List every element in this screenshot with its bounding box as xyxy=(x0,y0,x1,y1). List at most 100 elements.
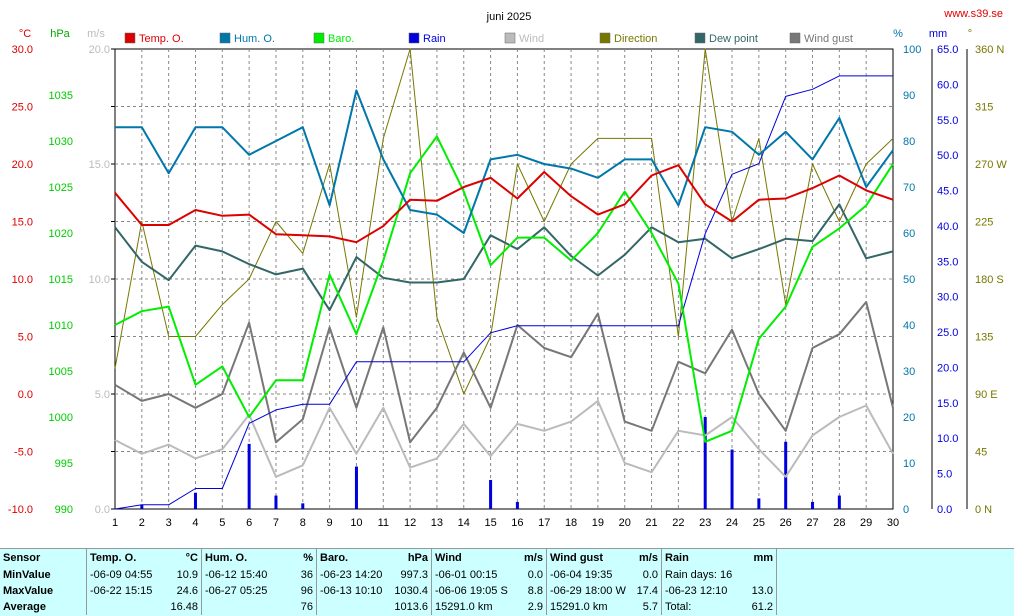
stats-row-label: MinValue xyxy=(0,567,87,583)
rain-bar xyxy=(301,503,304,509)
rain-tick-label: 25.0 xyxy=(937,327,958,339)
rain-bar xyxy=(489,480,492,509)
rain-tick-label: 65.0 xyxy=(937,44,958,56)
rain-tick-label: 35.0 xyxy=(937,256,958,268)
x-tick-label: 8 xyxy=(300,517,306,529)
temp-tick-label: 5.0 xyxy=(18,332,33,344)
rain-tick-label: 50.0 xyxy=(937,150,958,162)
x-tick-label: 6 xyxy=(246,517,252,529)
x-tick-label: 10 xyxy=(350,517,362,529)
hum-axis-unit: % xyxy=(893,28,903,40)
stats-hum-avg: 76 xyxy=(202,599,317,615)
stats-header-wind: Wind m/s xyxy=(432,549,547,567)
hum-o-line xyxy=(115,90,893,233)
x-tick-label: 17 xyxy=(538,517,550,529)
legend-label: Wind gust xyxy=(804,33,853,45)
x-tick-label: 20 xyxy=(619,517,631,529)
x-tick-label: 16 xyxy=(511,517,523,529)
x-tick-label: 19 xyxy=(592,517,604,529)
baro-tick-label: 1030 xyxy=(49,136,73,148)
legend-label: Temp. O. xyxy=(139,33,184,45)
wind-gust-line xyxy=(115,302,893,442)
stats-rain-min: Rain days: 16 xyxy=(662,567,777,583)
temp-o-line xyxy=(115,165,893,242)
legend-swatch xyxy=(125,33,135,43)
rain-bar xyxy=(516,502,519,509)
stats-table: Sensor Temp. O. °C Hum. O. % Baro. hPa W… xyxy=(0,548,1014,616)
wind-tick-label: 5.0 xyxy=(95,389,110,401)
stats-row-average: Average 16.48 76 1013.6 15291.0 km 2.9 1… xyxy=(0,599,1014,615)
temp-tick-label: 0.0 xyxy=(18,389,33,401)
dir-axis-unit: ° xyxy=(968,28,972,40)
x-tick-label: 1 xyxy=(112,517,118,529)
hum-tick-label: 100 xyxy=(903,44,921,56)
hum-tick-label: 60 xyxy=(903,228,915,240)
stats-rain-avg: Total:61.2 xyxy=(662,599,777,615)
legend-swatch xyxy=(790,33,800,43)
rain-bar xyxy=(274,496,277,509)
wind-tick-label: 10.0 xyxy=(89,274,110,286)
x-tick-label: 3 xyxy=(166,517,172,529)
rain-bar xyxy=(838,496,841,509)
rain-tick-label: 20.0 xyxy=(937,362,958,374)
rain-tick-label: 45.0 xyxy=(937,186,958,198)
stats-header-baro: Baro. hPa xyxy=(317,549,432,567)
stats-wind-avg: 15291.0 km 2.9 xyxy=(432,599,547,615)
x-tick-label: 26 xyxy=(780,517,792,529)
stats-header-gust: Wind gust m/s xyxy=(547,549,662,567)
dir-tick-label: 360 N xyxy=(975,44,1004,56)
stats-baro-avg: 1013.6 xyxy=(317,599,432,615)
baro-tick-label: 990 xyxy=(55,504,73,516)
wind-tick-label: 15.0 xyxy=(89,159,110,171)
wind-tick-label: 20.0 xyxy=(89,44,110,56)
stats-header-temp: Temp. O. °C xyxy=(87,549,202,567)
temp-tick-label: 10.0 xyxy=(12,274,33,286)
stats-row-label: Average xyxy=(0,599,87,615)
baro-tick-label: 1005 xyxy=(49,366,73,378)
rain-bar xyxy=(811,502,814,509)
hum-tick-label: 80 xyxy=(903,136,915,148)
baro-tick-label: 995 xyxy=(55,458,73,470)
rain-tick-label: 30.0 xyxy=(937,292,958,304)
x-tick-label: 24 xyxy=(726,517,738,529)
x-tick-label: 9 xyxy=(327,517,333,529)
x-tick-label: 23 xyxy=(699,517,711,529)
chart-title: juni 2025 xyxy=(486,11,532,23)
rain-bar xyxy=(757,498,760,509)
temp-axis-unit: °C xyxy=(19,28,31,40)
temp-tick-label: 30.0 xyxy=(12,44,33,56)
temp-tick-label: 20.0 xyxy=(12,159,33,171)
baro-tick-label: 1035 xyxy=(49,90,73,102)
hum-tick-label: 10 xyxy=(903,458,915,470)
legend-swatch xyxy=(505,33,515,43)
dir-tick-label: 45 xyxy=(975,447,987,459)
stats-temp-avg: 16.48 xyxy=(87,599,202,615)
dir-tick-label: 0 N xyxy=(975,504,992,516)
stats-header-rain: Rain mm xyxy=(662,549,777,567)
rain-tick-label: 60.0 xyxy=(937,79,958,91)
hum-tick-label: 20 xyxy=(903,412,915,424)
rain-tick-label: 40.0 xyxy=(937,221,958,233)
site-link[interactable]: www.s39.se xyxy=(943,8,1003,20)
dir-tick-label: 315 xyxy=(975,102,993,114)
wind-axis-unit: m/s xyxy=(87,28,105,40)
x-tick-label: 7 xyxy=(273,517,279,529)
x-tick-label: 14 xyxy=(458,517,470,529)
temp-tick-label: 15.0 xyxy=(12,217,33,229)
hum-tick-label: 50 xyxy=(903,274,915,286)
baro-line xyxy=(115,136,893,441)
stats-row-label: MaxValue xyxy=(0,583,87,599)
legend-swatch xyxy=(600,33,610,43)
baro-axis-unit: hPa xyxy=(50,28,70,40)
stats-gust-min: -06-04 19:35 0.0 xyxy=(547,567,662,583)
x-tick-label: 29 xyxy=(860,517,872,529)
x-tick-label: 12 xyxy=(404,517,416,529)
baro-tick-label: 1020 xyxy=(49,228,73,240)
legend-label: Hum. O. xyxy=(234,33,275,45)
